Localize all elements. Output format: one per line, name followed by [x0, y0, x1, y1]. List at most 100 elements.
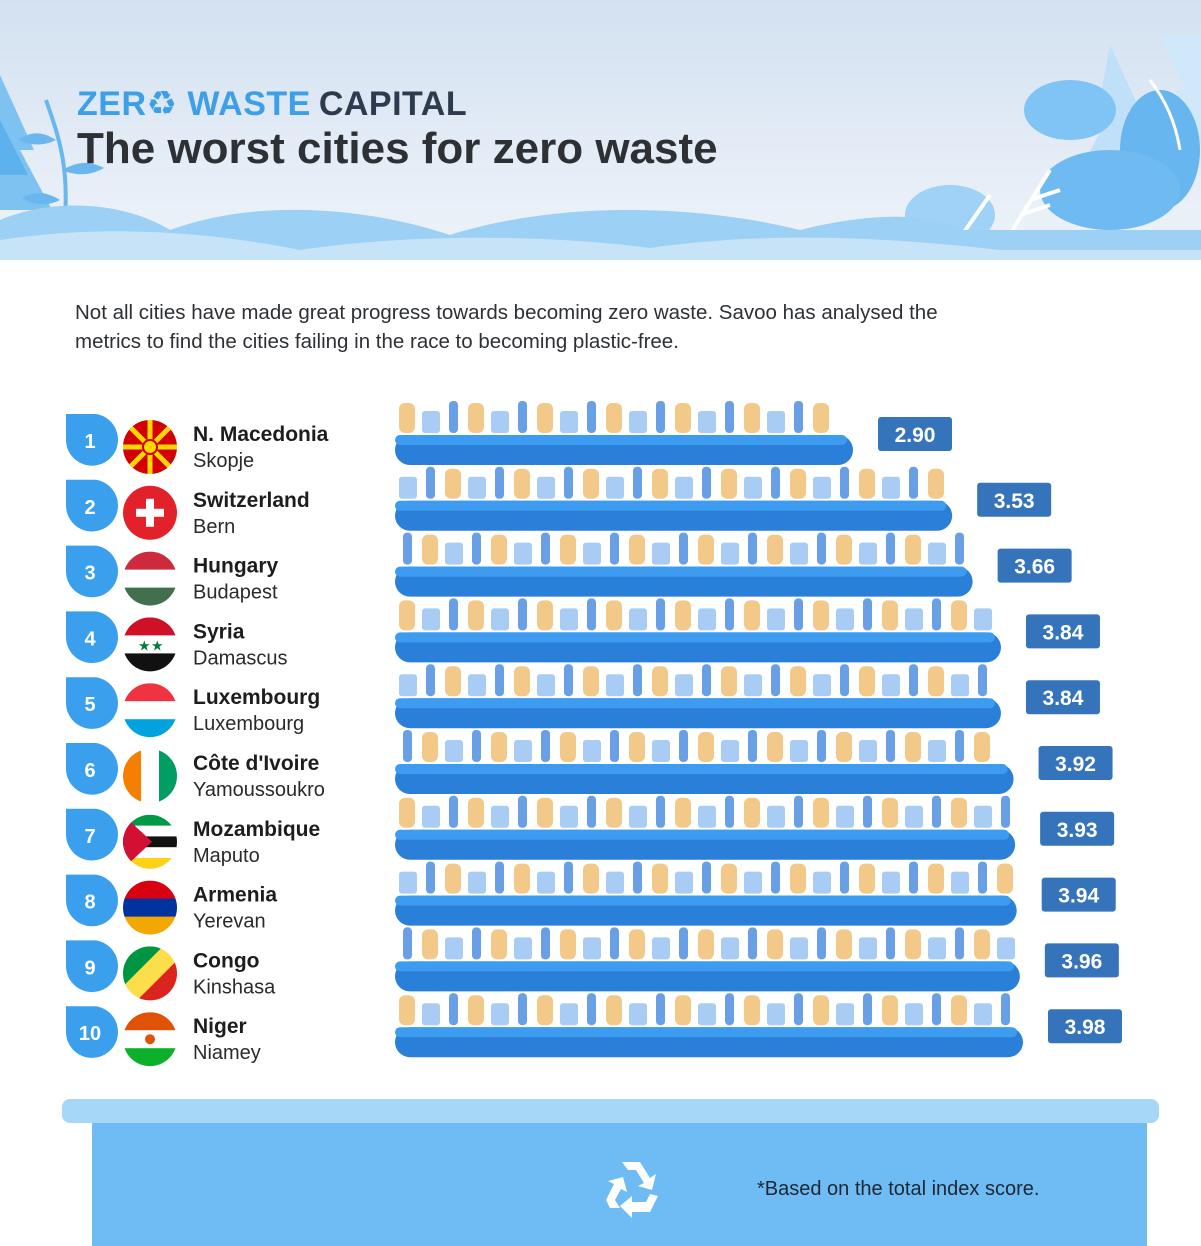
bottle-icon [974, 929, 990, 960]
bottle-icon [514, 468, 530, 499]
bottle-icon [679, 730, 688, 762]
container-icon [790, 740, 808, 762]
bottle-icon [399, 600, 415, 631]
plastic-pile [399, 401, 829, 433]
container-icon [629, 805, 647, 828]
bottle-icon [813, 797, 829, 828]
container-icon [491, 1003, 509, 1026]
bottle-icon [449, 993, 458, 1026]
niger-flag-icon [123, 1012, 177, 1067]
container-icon [422, 805, 440, 828]
bottle-icon [606, 600, 622, 631]
tree-icon [0, 120, 28, 175]
container-icon [422, 1003, 440, 1026]
bottle-icon [495, 861, 504, 894]
armenia-flag-icon [123, 880, 177, 935]
header-banner: ZER♻ WASTE CAPITAL The worst cities for z… [0, 0, 1201, 260]
container-icon [606, 674, 624, 697]
value-label: 3.93 [1057, 819, 1098, 842]
city-label: Kinshasa [193, 976, 276, 998]
rank-drop-icon [66, 874, 118, 927]
bottle-icon [541, 532, 550, 565]
bottle-icon [541, 927, 550, 960]
bottle-icon [449, 401, 458, 433]
container-icon [629, 411, 647, 433]
container-icon [928, 740, 946, 762]
value-badge [1048, 1009, 1122, 1044]
bottle-icon [399, 797, 415, 828]
rank-number: 2 [84, 497, 95, 519]
container-icon [445, 542, 463, 565]
bottle-icon [721, 468, 737, 499]
container-icon [491, 805, 509, 828]
bottle-icon [951, 797, 967, 828]
bottle-icon [863, 795, 872, 828]
plastic-pile [399, 861, 1013, 894]
bottle-icon [518, 795, 527, 828]
bottle-icon [813, 403, 829, 433]
bottle-icon [725, 401, 734, 433]
bar-highlight [395, 764, 1008, 774]
city-label: Maputo [193, 845, 260, 867]
bottle-icon [491, 929, 507, 960]
bottle-icon [721, 863, 737, 894]
container-icon [468, 476, 486, 499]
bottle-icon [767, 534, 783, 565]
value-label: 2.90 [895, 424, 936, 447]
country-label: Niger [193, 1015, 247, 1038]
north-macedonia-flag-icon [123, 420, 177, 474]
bottle-icon [794, 401, 803, 433]
bottle-icon [679, 532, 688, 565]
bottle-icon [587, 795, 596, 828]
bottle-icon [679, 927, 688, 960]
bottle-icon [606, 995, 622, 1026]
rank-number: 5 [84, 694, 95, 716]
bottle-icon [633, 466, 642, 499]
bottle-icon [771, 466, 780, 499]
bottle-icon [928, 863, 944, 894]
container-icon [882, 674, 900, 697]
bottle-icon [468, 600, 484, 631]
mozambique-flag-icon [123, 814, 177, 869]
bottle-icon [836, 732, 852, 762]
bottle-icon [702, 466, 711, 499]
bottle-icon [932, 598, 941, 631]
container-icon [652, 937, 670, 960]
bar-highlight [395, 566, 967, 577]
bottle-icon [560, 534, 576, 565]
chart-row: 3.94 8 Armenia Yerevan [66, 861, 1116, 935]
bottle-icon [564, 861, 573, 894]
country-label: Hungary [193, 555, 279, 578]
bottle-icon [587, 401, 596, 433]
container-icon [905, 805, 923, 828]
city-label: Yamoussoukro [193, 779, 325, 801]
bar-highlight [395, 1027, 1017, 1038]
bottle-icon [725, 598, 734, 631]
bottle-icon [817, 927, 826, 960]
container-icon [813, 871, 831, 894]
container-icon [652, 542, 670, 565]
bottle-icon [656, 401, 665, 433]
bottle-icon [468, 403, 484, 433]
container-icon [560, 608, 578, 631]
bottle-icon [445, 863, 461, 894]
city-label: Damascus [193, 647, 287, 669]
value-label: 3.84 [1043, 621, 1084, 644]
bottle-icon [978, 861, 987, 894]
container-icon [836, 805, 854, 828]
bottle-icon [794, 993, 803, 1026]
value-badge [1041, 877, 1116, 912]
rank-drop-icon [66, 1006, 118, 1058]
container-icon [629, 608, 647, 631]
bottle-icon [675, 995, 691, 1026]
bottle-icon [744, 403, 760, 433]
bottle-icon [403, 927, 412, 960]
bottle-icon [610, 730, 619, 762]
container-icon [606, 476, 624, 499]
bottle-icon [518, 598, 527, 631]
bottle-icon [767, 929, 783, 960]
bottle-icon [495, 466, 504, 499]
bottle-icon [840, 861, 849, 894]
container-icon [468, 674, 486, 697]
bottle-icon [399, 995, 415, 1026]
